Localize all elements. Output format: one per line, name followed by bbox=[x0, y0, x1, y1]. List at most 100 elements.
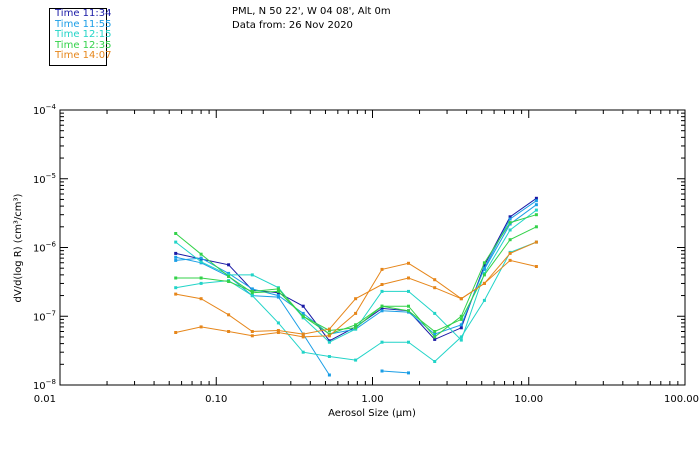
data-point bbox=[508, 217, 512, 221]
data-point bbox=[508, 228, 512, 232]
data-point bbox=[482, 298, 486, 302]
data-point bbox=[301, 332, 305, 336]
data-point bbox=[433, 337, 437, 341]
data-point bbox=[174, 258, 178, 262]
x-axis-label: Aerosol Size (μm) bbox=[328, 408, 416, 419]
data-point bbox=[174, 251, 178, 255]
series-2 bbox=[174, 203, 538, 377]
data-point bbox=[508, 258, 512, 262]
data-point bbox=[508, 221, 512, 225]
series-line bbox=[175, 241, 537, 363]
data-point bbox=[250, 294, 254, 298]
data-point bbox=[276, 295, 280, 299]
series-8 bbox=[174, 258, 538, 339]
data-point bbox=[199, 260, 203, 264]
data-point bbox=[276, 331, 280, 334]
data-point bbox=[227, 330, 231, 333]
data-point bbox=[380, 267, 384, 271]
station-info: PML, N 50 22', W 04 08', Alt 0m bbox=[232, 6, 391, 17]
data-point bbox=[380, 289, 384, 293]
data-point bbox=[227, 274, 231, 278]
data-point bbox=[380, 306, 384, 310]
data-point bbox=[174, 331, 178, 334]
data-point bbox=[433, 330, 437, 333]
data-point bbox=[508, 251, 512, 255]
data-point bbox=[250, 289, 254, 293]
data-point bbox=[534, 240, 538, 244]
data-point bbox=[433, 332, 437, 336]
data-point bbox=[433, 311, 437, 315]
data-point bbox=[354, 323, 358, 327]
data-point bbox=[174, 286, 178, 290]
data-point bbox=[250, 334, 254, 338]
x-tick-label: 10.00 bbox=[514, 394, 543, 405]
legend-entry-1407: Time 14:07 bbox=[55, 50, 112, 61]
series-7 bbox=[174, 240, 538, 336]
data-point bbox=[534, 225, 538, 229]
legend-entry-1134: Time 11:34 bbox=[55, 8, 112, 19]
y-tick-label: 10−8 bbox=[33, 378, 56, 392]
data-point bbox=[354, 311, 358, 315]
data-point bbox=[227, 263, 231, 267]
data-point bbox=[380, 369, 384, 373]
data-point bbox=[407, 340, 410, 344]
y-tick-label: 10−4 bbox=[33, 103, 57, 117]
data-point bbox=[534, 203, 538, 207]
data-point bbox=[534, 208, 538, 212]
series-line bbox=[175, 241, 537, 335]
data-point bbox=[459, 317, 463, 321]
data-point bbox=[354, 358, 358, 362]
data-point bbox=[459, 338, 463, 342]
data-point bbox=[534, 199, 538, 203]
data-point bbox=[407, 261, 410, 265]
data-point bbox=[301, 311, 305, 315]
data-point bbox=[459, 323, 463, 327]
y-tick-label: 10−7 bbox=[33, 309, 56, 323]
data-point bbox=[459, 326, 463, 330]
data-point bbox=[534, 265, 538, 268]
data-point bbox=[227, 280, 231, 283]
data-point bbox=[327, 327, 331, 331]
data-point bbox=[407, 289, 410, 293]
data-point bbox=[534, 213, 538, 217]
x-tick-label: 0.01 bbox=[34, 394, 56, 405]
data-point bbox=[174, 232, 178, 235]
data-point bbox=[327, 332, 331, 336]
data-point bbox=[380, 309, 384, 313]
data-point bbox=[354, 326, 358, 330]
data-point bbox=[407, 304, 410, 308]
data-point bbox=[199, 325, 203, 329]
data-point bbox=[380, 304, 384, 308]
y-tick-label: 10−6 bbox=[33, 241, 57, 255]
data-point bbox=[482, 273, 486, 277]
data-point bbox=[508, 215, 512, 219]
series-line bbox=[381, 370, 409, 374]
y-tick-label: 10−5 bbox=[33, 172, 56, 186]
data-point bbox=[174, 240, 178, 244]
data-point bbox=[199, 276, 203, 280]
data-point bbox=[276, 287, 280, 291]
data-point bbox=[433, 335, 437, 339]
data-point bbox=[459, 297, 463, 301]
data-point bbox=[250, 287, 254, 291]
data-point bbox=[407, 276, 410, 280]
data-point bbox=[482, 261, 486, 265]
data-point bbox=[407, 371, 410, 375]
data-point bbox=[534, 196, 538, 200]
data-point bbox=[407, 309, 410, 313]
data-point bbox=[199, 256, 203, 260]
data-point bbox=[482, 281, 486, 285]
x-tick-label: 0.10 bbox=[205, 394, 227, 405]
data-point bbox=[327, 355, 331, 358]
data-point bbox=[174, 276, 178, 280]
data-point bbox=[174, 255, 178, 259]
data-point bbox=[199, 297, 203, 301]
series-4 bbox=[174, 240, 538, 363]
data-point bbox=[433, 278, 437, 282]
x-tick-label: 1.00 bbox=[361, 394, 383, 405]
data-point bbox=[482, 263, 486, 267]
data-point bbox=[327, 373, 331, 377]
data-point bbox=[327, 334, 331, 338]
plot-frame bbox=[59, 109, 686, 386]
tick-layer: 0.01 0.10 1.00 10.00 100.00 10−8 10−7 10−6 10−5 1… bbox=[33, 103, 699, 405]
